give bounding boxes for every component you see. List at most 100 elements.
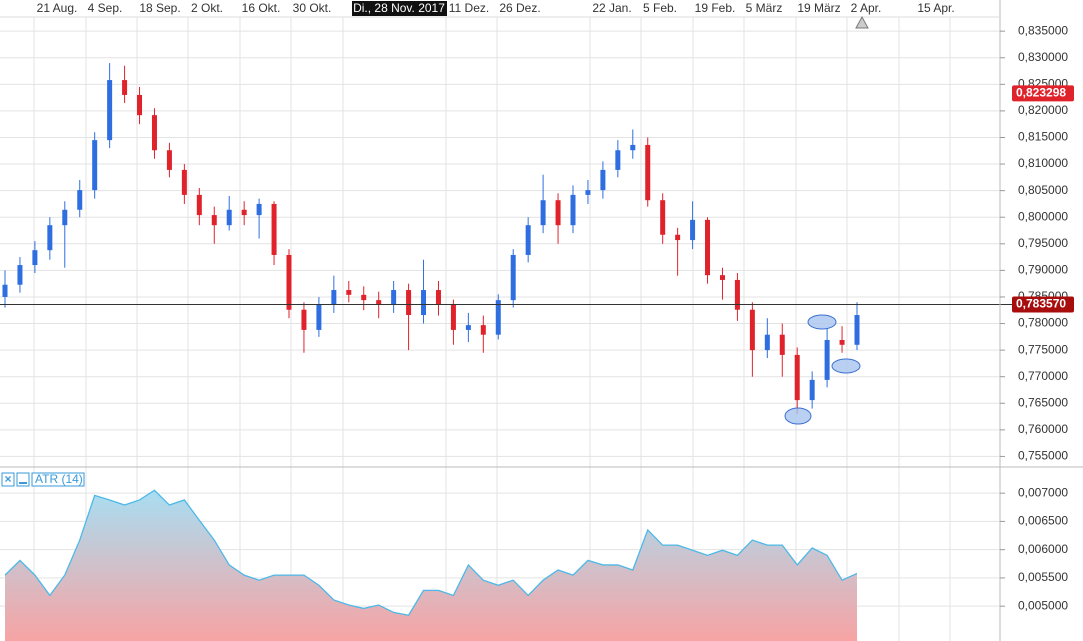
y-tick-label: 0,005000 [1018,598,1068,612]
price-tag-label: 0,823298 [1016,86,1066,100]
x-tick-label: 2 Okt. [191,1,223,15]
candle-body [137,94,143,116]
x-tick-label: 4 Sep. [88,1,123,15]
candle-body [779,334,785,355]
candle-body [749,309,755,351]
candle-body [391,290,397,305]
x-tick-label: 26 Dez. [499,1,540,15]
marker-ellipse [784,407,812,425]
y-tick-label: 0,830000 [1018,50,1068,64]
candle-body [510,254,516,301]
candle-body [645,144,651,201]
candle-body [824,340,830,380]
y-tick-label: 0,006500 [1018,514,1068,528]
y-tick-label: 0,755000 [1018,449,1068,463]
x-tick-label: 2 Apr. [851,1,882,15]
marker-ellipse [807,314,837,330]
candle-body [525,225,531,255]
candle-body [435,290,441,305]
y-tick-label: 0,800000 [1018,209,1068,223]
candle-body [17,265,23,285]
atr-line [4,489,858,616]
candle-body [600,169,606,191]
candle-body [465,325,471,330]
x-tick-label: 5 Feb. [643,1,677,15]
marks [0,63,1012,641]
x-tick-label: 11 Dez. [449,1,489,15]
x-tick-label: 30 Okt. [293,1,332,15]
crosshair-label: Di., 28 Nov. 2017 [353,1,445,15]
minimize-button[interactable] [16,472,30,487]
x-tick-label: 16 Okt. [242,1,281,15]
price-tag [1012,85,1074,102]
y-tick-label: 0,007000 [1018,485,1068,499]
candle-body [331,290,337,305]
x-tick-label: 21 Aug. [37,1,78,15]
candle-body [630,144,636,151]
labels: 21 Aug. 4 Sep. 18 Sep. 2 Okt. 16 Okt. 30 Okt.… [37,1,1074,612]
candle-body [615,150,621,170]
y-tick-label: 0,765000 [1018,395,1068,409]
candle-body [555,200,561,226]
candle-body [151,115,157,151]
close-button[interactable] [1,472,15,487]
candle-body [450,304,456,330]
candle-body [226,209,232,226]
candle-body [122,80,128,95]
x-tick-label: 18 Sep. [139,1,180,15]
candle-body [376,300,382,305]
candle-body [705,219,711,276]
candle-body [570,194,576,226]
candle-body [421,290,427,316]
marker-ellipse [831,358,861,374]
candle-body [2,284,8,297]
candle-body [854,315,860,345]
candle-body [585,190,591,195]
candle-body [92,140,98,191]
candle-body [839,340,845,345]
y-tick-label: 0,835000 [1018,23,1068,37]
y-tick-label: 0,006000 [1018,542,1068,556]
candle-body [256,203,262,216]
candle-body [241,209,247,216]
candle-body [734,279,740,310]
x-tick-label: 5 März [746,1,783,15]
x-tick-label: 19 Feb. [695,1,736,15]
indicator-label[interactable]: ATR (14) [35,472,83,486]
candle-body [107,80,113,141]
indicator-label-box[interactable] [31,472,85,487]
candle-body [47,225,53,251]
candle-body [32,250,38,266]
y-tick-label: 0,780000 [1018,316,1068,330]
candle-body [166,150,172,170]
y-tick-label: 0,760000 [1018,422,1068,436]
x-tick-label: 22 Jan. [592,1,631,15]
candle-body [540,200,546,226]
candle-body [690,219,696,241]
candle-body [316,304,322,330]
candle-body [181,169,187,195]
candle-body [286,254,292,310]
y-tick-label: 0,770000 [1018,369,1068,383]
y-tick-label: 0,810000 [1018,156,1068,170]
candle-body [301,309,307,330]
candle-body [361,294,367,301]
candle-body [719,275,725,280]
close-icon[interactable]: × [4,472,11,486]
y-tick-label: 0,790000 [1018,263,1068,277]
candle-body [62,209,68,226]
candle-body [809,379,815,401]
candle-body [764,334,770,351]
candle-body [495,300,501,335]
candle-body [77,190,83,210]
candle-body [271,203,277,255]
y-tick-label: 0,005500 [1018,570,1068,584]
y-tick-label: 0,805000 [1018,183,1068,197]
crosshair-label-box [352,1,447,16]
candle-body [660,200,666,235]
y-tick-label: 0,820000 [1018,103,1068,117]
atr-area [5,490,857,641]
candle-body [480,325,486,335]
